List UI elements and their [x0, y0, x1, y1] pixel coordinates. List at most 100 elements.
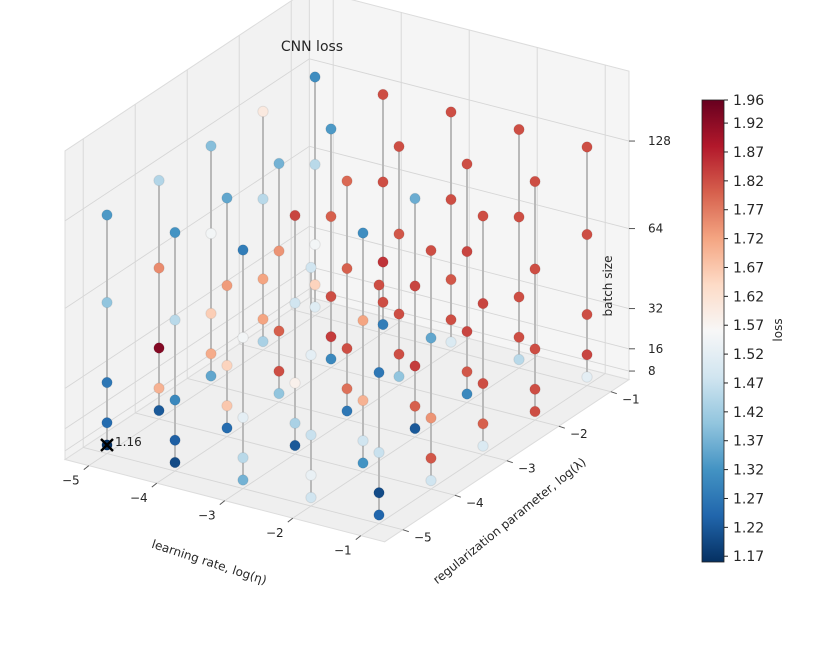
z-tick-label: 32: [648, 302, 663, 316]
colorbar-tick-label: 1.42: [733, 405, 764, 421]
data-point: [205, 348, 217, 360]
data-point: [221, 192, 233, 204]
data-point: [169, 226, 181, 239]
data-point: [237, 331, 249, 344]
data-point: [477, 418, 489, 430]
grid-line-z: [64, 225, 630, 389]
y-tick-mark: [610, 391, 617, 395]
grid-line-x: [292, 47, 538, 519]
data-point: [169, 456, 181, 469]
y-tick-label: −5: [414, 531, 432, 545]
data-point: [341, 175, 353, 187]
min-marker-x: [100, 438, 114, 452]
data-point: [377, 88, 389, 101]
data-point: [409, 280, 421, 292]
grid-line-y-floor: [291, 308, 611, 393]
data-point: [513, 353, 525, 366]
data-point: [325, 210, 337, 223]
grid-line-z: [64, 145, 630, 309]
x-tick-mark: [355, 535, 362, 541]
data-point: [513, 211, 525, 223]
data-point: [341, 262, 353, 275]
data-point: [461, 366, 473, 378]
data-point: [425, 332, 437, 344]
data-point: [513, 331, 525, 343]
colorbar-tick-label: 1.62: [733, 289, 764, 305]
data-point: [305, 261, 317, 274]
grid-line-x: [224, 29, 470, 501]
data-point: [257, 273, 269, 285]
data-point: [257, 313, 269, 325]
colorbar: 1.17 1.22 1.27 1.32 1.37 1.42 1.47 1.52 1.57 1.62…: [701, 93, 764, 565]
x-tick-label: −2: [266, 526, 284, 540]
data-point: [393, 228, 405, 240]
data-point: [461, 245, 473, 258]
x-tick-mark: [83, 465, 90, 471]
data-point: [357, 457, 369, 469]
data-point: [273, 365, 285, 377]
data-point: [529, 175, 541, 188]
y-tick-mark: [558, 425, 565, 429]
data-point: [101, 417, 113, 429]
data-point: [409, 400, 421, 412]
data-point: [373, 366, 385, 379]
data-point: [153, 342, 165, 354]
data-point: [309, 71, 321, 83]
data-point: [153, 262, 165, 274]
data-point: [305, 491, 317, 504]
data-point: [393, 308, 405, 320]
colorbar-tick-label: 1.27: [733, 491, 764, 507]
x-tick-label: −5: [62, 474, 80, 488]
colorbar-tick-label: 1.17: [733, 549, 764, 565]
data-point: [373, 446, 385, 459]
data-point: [289, 209, 301, 222]
data-point: [169, 314, 181, 326]
data-point: [221, 422, 233, 434]
z-tick-label: 8: [648, 364, 656, 378]
data-point: [377, 318, 389, 331]
data-point: [373, 487, 385, 499]
data-point: [273, 387, 285, 400]
data-point: [309, 301, 321, 313]
data-point: [377, 176, 389, 188]
data-point: [445, 273, 457, 286]
data-point: [425, 474, 437, 487]
data-point: [101, 209, 113, 221]
data-point: [309, 279, 321, 291]
min-marker-label: 1.16: [115, 435, 142, 449]
data-point: [309, 238, 321, 251]
data-point: [529, 405, 541, 418]
z-tick-label: 16: [648, 342, 663, 356]
data-point: [289, 439, 301, 452]
y-tick-label: −1: [622, 393, 640, 407]
data-point: [309, 158, 321, 171]
data-point: [325, 123, 337, 135]
colorbar-tick-label: 1.87: [733, 145, 764, 161]
axes-grid: [64, 0, 630, 537]
data-point: [461, 158, 473, 170]
data-point: [289, 297, 301, 309]
y-tick-label: −4: [466, 496, 484, 510]
data-point: [153, 174, 165, 187]
x-tick-label: −1: [334, 544, 352, 558]
data-point: [477, 210, 489, 222]
data-point: [341, 342, 353, 355]
data-point: [257, 193, 269, 205]
data-point: [205, 140, 217, 152]
colorbar-tick-label: 1.77: [733, 203, 764, 219]
data-point: [205, 370, 217, 382]
colorbar-tick-label: 1.82: [733, 174, 764, 190]
data-point: [529, 343, 541, 355]
data-point: [305, 469, 317, 481]
data-point: [205, 227, 217, 240]
colorbar-tick-label: 1.96: [733, 93, 764, 109]
data-point: [461, 325, 473, 338]
data-points: [101, 71, 593, 521]
data-point: [461, 388, 473, 400]
grid-line-x: [156, 12, 402, 484]
data-point: [393, 370, 405, 383]
data-point: [377, 256, 389, 268]
data-point: [101, 376, 113, 389]
data-point: [581, 349, 593, 361]
